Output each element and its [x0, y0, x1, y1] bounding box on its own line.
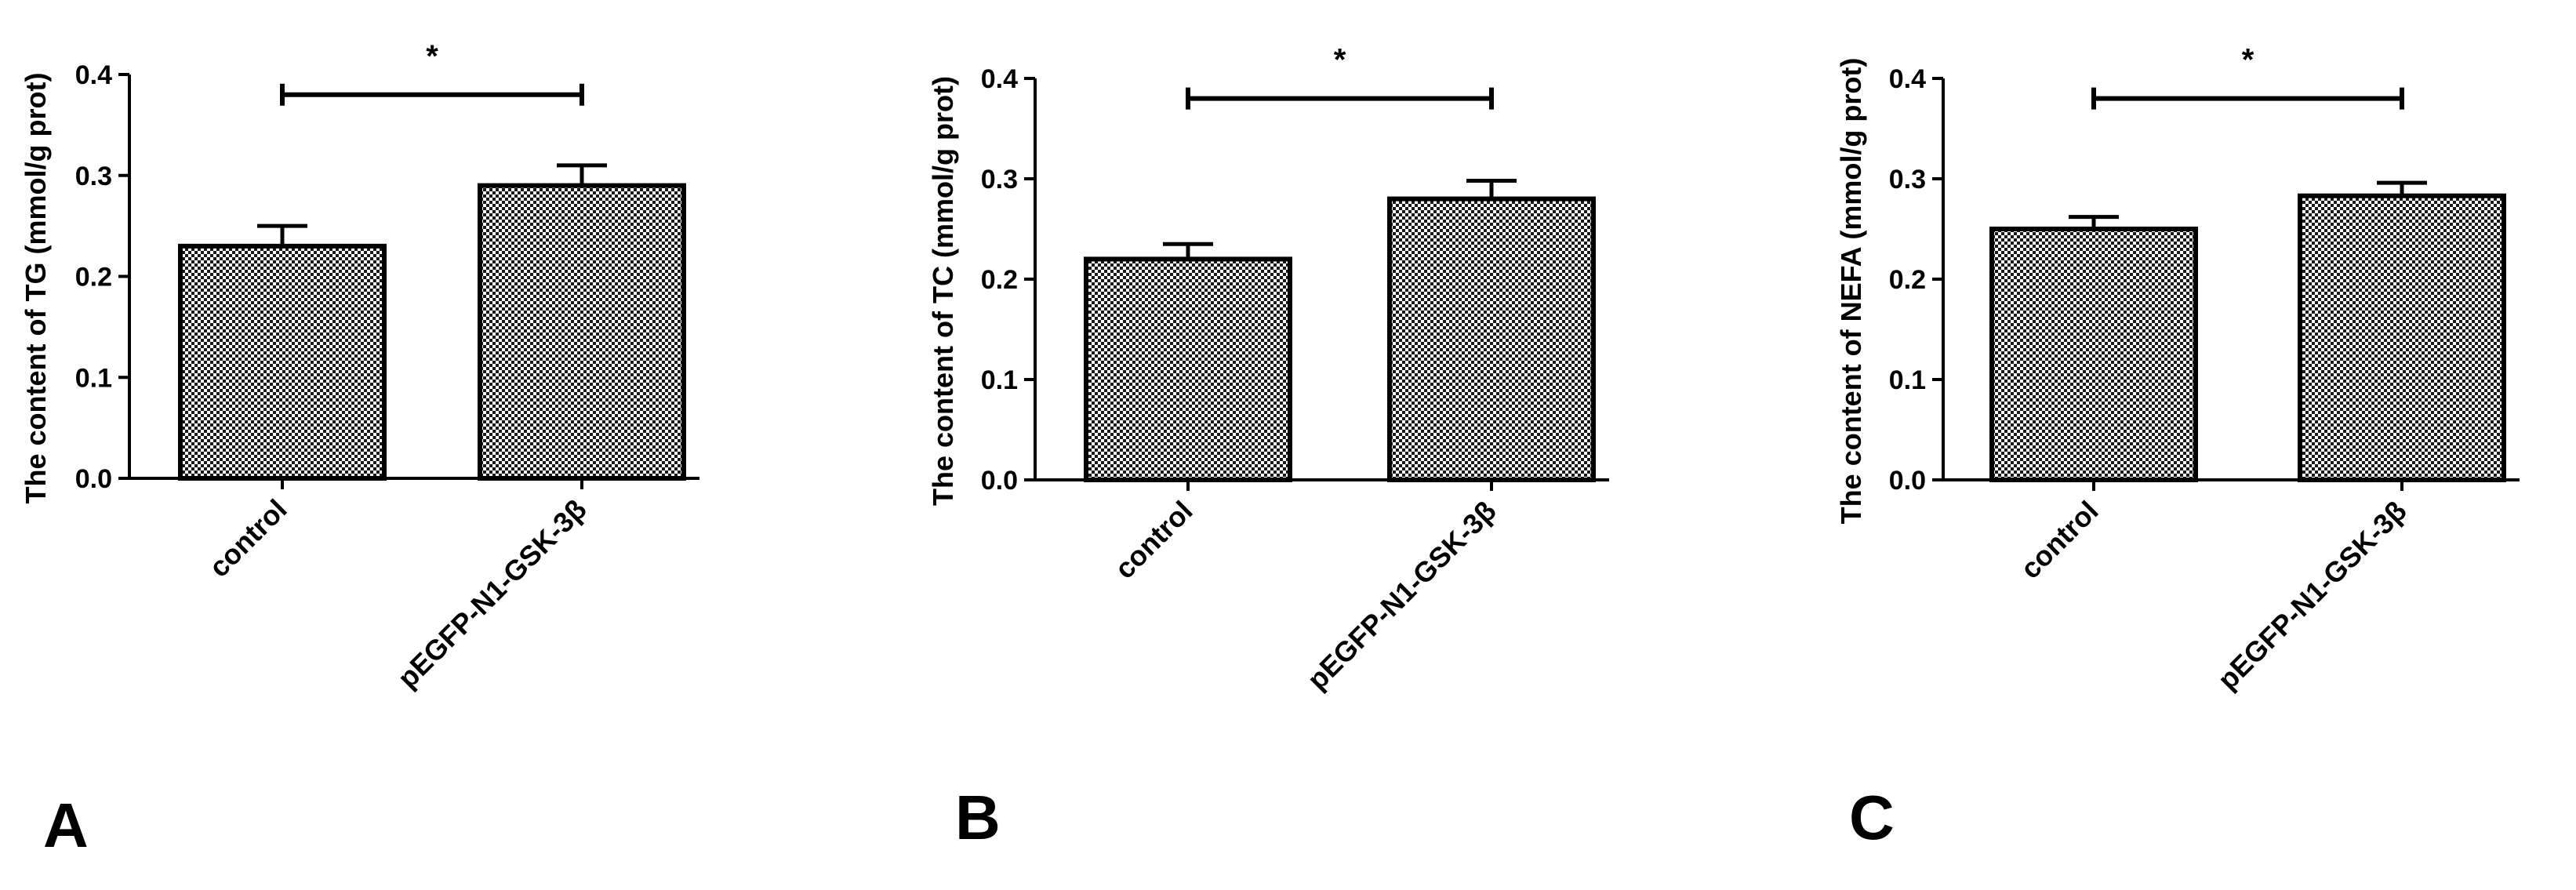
x-tick-label: pEGFP-N1-GSK-3β: [391, 493, 593, 695]
y-tick-label: 0.3: [75, 162, 112, 191]
x-tick-label: control: [202, 493, 292, 583]
panel-label: A: [43, 790, 89, 860]
x-tick-label: control: [2014, 495, 2104, 585]
y-tick-label: 0.0: [75, 464, 112, 494]
chart-panel-a: 0.0 0.1 0.2 0.3 0.4 The content of TG (mmol/g…: [20, 39, 699, 860]
x-tick-label: control: [1108, 495, 1198, 585]
chart-panel-b: 0.0 0.1 0.2 0.3 0.4 The content of TC (mmol/g…: [927, 43, 1609, 852]
y-tick-label: 0.2: [75, 263, 112, 292]
significance-label: *: [2242, 43, 2254, 78]
significance-label: *: [426, 39, 438, 74]
chart-panel-c: 0.0 0.1 0.2 0.3 0.4 The content of NEFA (mmol…: [1835, 43, 2520, 852]
bar: [478, 183, 686, 481]
y-tick-label: 0.1: [981, 365, 1018, 395]
y-tick-label: 0.4: [981, 64, 1018, 94]
y-tick-label: 0.3: [981, 165, 1018, 194]
y-tick-label: 0.4: [75, 60, 112, 90]
x-tick-label: pEGFP-N1-GSK-3β: [2211, 495, 2413, 696]
y-tick-label: 0.2: [1889, 265, 1926, 295]
y-tick-label: 0.1: [1889, 365, 1926, 395]
y-tick-label: 0.2: [981, 265, 1018, 295]
panels: 0.0 0.1 0.2 0.3 0.4 The content of TG (mmol/g…: [20, 39, 2520, 860]
y-tick-label: 0.3: [1889, 165, 1926, 194]
bar: [2298, 193, 2506, 482]
y-tick-label: 0.0: [1889, 466, 1926, 496]
y-axis-label: The content of TC (mmol/g prot): [927, 76, 959, 506]
bar: [1084, 256, 1292, 482]
x-tick-label: pEGFP-N1-GSK-3β: [1301, 495, 1502, 696]
bar: [1989, 227, 2198, 482]
significance-label: *: [1334, 43, 1346, 78]
y-axis-label: The content of TG (mmol/g prot): [20, 73, 52, 504]
bar: [1387, 196, 1596, 482]
y-axis-label: The content of NEFA (mmol/g prot): [1835, 58, 1867, 525]
y-tick-label: 0.1: [75, 363, 112, 393]
y-tick-label: 0.0: [981, 466, 1018, 496]
bar: [178, 243, 387, 481]
y-tick-label: 0.4: [1889, 64, 1926, 94]
panel-label: C: [1849, 783, 1895, 852]
panel-label: B: [955, 783, 1001, 852]
